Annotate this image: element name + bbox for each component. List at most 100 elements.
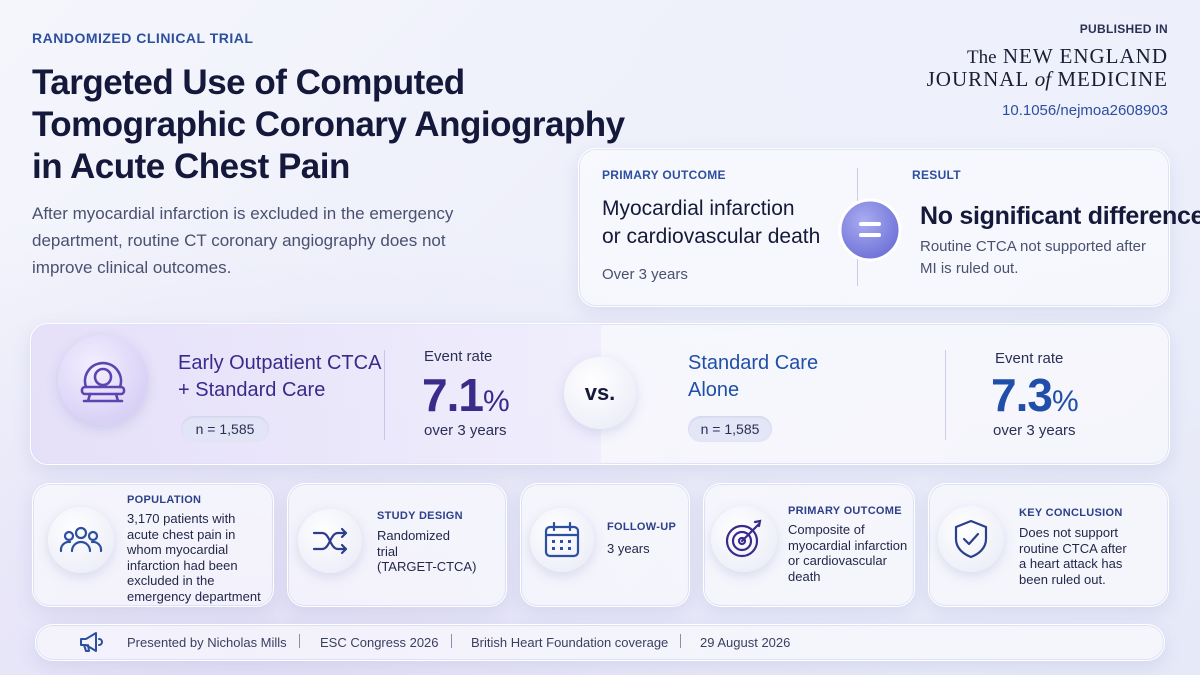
rate-period: over 3 years: [993, 422, 1076, 439]
info-label: PRIMARY OUTCOME: [788, 505, 902, 517]
info-line: trial: [377, 543, 398, 559]
arm-icon: [58, 335, 148, 425]
result-label: RESULT: [912, 168, 961, 182]
outcome-text: Myocardial infarction or cardiovascular …: [602, 195, 820, 251]
journal-word: JOURNAL: [926, 67, 1029, 91]
footer-item: 29 August 2026: [700, 635, 791, 650]
megaphone-icon: [80, 632, 103, 652]
footer-item: ESC Congress 2026: [320, 635, 439, 650]
info-icon: [938, 506, 1004, 572]
info-icon: [711, 506, 777, 572]
summary-line: After myocardial infarction is excluded …: [32, 204, 454, 223]
info-line: myocardial infarction: [788, 537, 908, 553]
arm-name-line: Standard Care: [688, 352, 819, 374]
rate-label: Event rate: [424, 348, 493, 365]
doi[interactable]: 10.1056/nejmoa2608903: [1002, 102, 1168, 119]
rate-value: 7.1: [422, 369, 484, 421]
separator: [680, 634, 681, 648]
arm-name: Standard Care Alone: [688, 350, 818, 404]
info-line: Randomized: [377, 528, 450, 543]
footer-item: Presented by Nicholas Mills: [127, 635, 287, 650]
arm-name-line: Early Outpatient CTCA: [178, 352, 382, 374]
separator: [451, 634, 452, 648]
info-line: (TARGET-CTCA): [377, 559, 477, 574]
info-line: 3 years: [607, 541, 650, 556]
calendar-icon: [544, 521, 580, 558]
separator: [299, 634, 300, 648]
info-line: infarction had been: [127, 557, 238, 573]
people-icon: [59, 526, 103, 553]
footer-item: British Heart Foundation coverage: [471, 635, 669, 650]
target-icon: [725, 519, 762, 558]
info-line: a heart attack has: [1019, 556, 1123, 571]
outcome-line: Myocardial infarction: [602, 197, 795, 220]
title-line: in Acute Chest Pain: [32, 147, 350, 186]
rate: 7.1%: [422, 368, 510, 422]
sample-size: n = 1,585: [181, 416, 269, 442]
info-line: Composite of: [788, 522, 865, 537]
divider: [945, 350, 946, 440]
title-line: Tomographic Coronary Angiography: [32, 105, 625, 144]
rate-period: over 3 years: [424, 422, 507, 439]
outcome-line: or cardiovascular death: [602, 225, 821, 248]
scanner-icon: [80, 361, 126, 403]
info-icon: [48, 507, 114, 573]
outcome-period: Over 3 years: [602, 266, 688, 283]
info-label: FOLLOW-UP: [607, 521, 677, 533]
info-label: POPULATION: [127, 494, 202, 506]
info-icon: [298, 509, 362, 573]
result-line: Routine CTCA not supported after: [920, 238, 1146, 255]
rate: 7.3%: [991, 368, 1079, 422]
info-text: Does not support routine CTCA after a he…: [1019, 525, 1127, 587]
journal-word: MEDICINE: [1057, 67, 1168, 91]
equals-icon: [838, 198, 902, 262]
arm-name-line: + Standard Care: [178, 379, 326, 401]
title-line: Targeted Use of Computed: [32, 63, 465, 102]
journal-word: The: [967, 47, 997, 68]
info-line: been ruled out.: [1019, 571, 1106, 587]
info-line: routine CTCA after: [1019, 540, 1127, 556]
shield-icon: [954, 519, 988, 559]
info-text: Composite of myocardial infarction or ca…: [788, 522, 907, 584]
title: Targeted Use of Computed Tomographic Cor…: [32, 62, 625, 188]
arm-name-line: Alone: [688, 379, 740, 401]
journal-line: The NEW ENGLAND: [967, 44, 1168, 69]
arm-name: Early Outpatient CTCA + Standard Care: [178, 350, 381, 404]
info-line: acute chest pain in: [127, 526, 236, 542]
info-text: 3,170 patients with acute chest pain in …: [127, 511, 261, 604]
result-text: Routine CTCA not supported after MI is r…: [920, 236, 1146, 280]
outcome-label: PRIMARY OUTCOME: [602, 168, 726, 182]
info-line: whom myocardial: [127, 542, 229, 557]
sample-size: n = 1,585: [688, 416, 772, 442]
info-line: excluded in the: [127, 573, 215, 588]
info-icon: [530, 508, 594, 572]
summary-line: department, routine CT coronary angiogra…: [32, 231, 446, 250]
info-line: emergency department: [127, 588, 261, 604]
info-line: Does not support: [1019, 525, 1119, 540]
summary-line: improve clinical outcomes.: [32, 258, 232, 277]
result-line: MI is ruled out.: [920, 260, 1019, 277]
rate-unit: %: [1051, 385, 1079, 418]
published-label: PUBLISHED IN: [1079, 22, 1168, 36]
footer-bar: [35, 624, 1165, 661]
info-line: death: [788, 568, 821, 584]
journal-word: NEW ENGLAND: [1002, 44, 1168, 68]
info-line: 3,170 patients with: [127, 511, 236, 526]
study-tag: RANDOMIZED CLINICAL TRIAL: [32, 30, 254, 46]
shuffle-icon: [312, 527, 348, 555]
result-headline: No significant difference: [920, 202, 1200, 230]
journal-line: JOURNAL of MEDICINE: [927, 67, 1168, 92]
info-text: 3 years: [607, 541, 650, 557]
info-text: Randomized trial (TARGET-CTCA): [377, 528, 476, 575]
info-label: STUDY DESIGN: [377, 510, 463, 522]
rate-value: 7.3: [991, 369, 1053, 421]
journal-word: of: [1034, 67, 1052, 91]
rate-label: Event rate: [995, 350, 1064, 367]
info-card: [928, 483, 1169, 607]
rate-unit: %: [482, 385, 510, 418]
summary: After myocardial infarction is excluded …: [32, 200, 453, 281]
divider: [384, 350, 385, 440]
vs-badge: vs.: [564, 357, 636, 429]
info-line: or cardiovascular: [788, 553, 887, 568]
